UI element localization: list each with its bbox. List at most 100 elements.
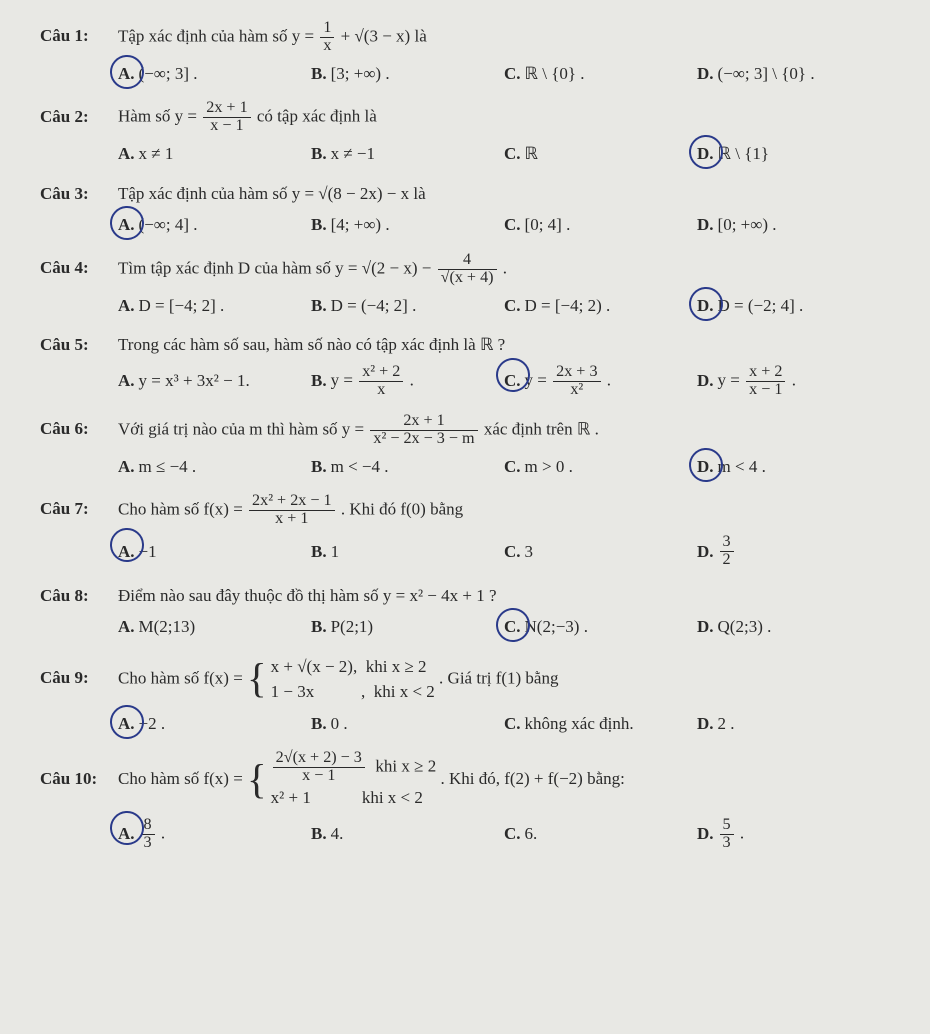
answer-option: A.D = [−4; 2] . [118, 293, 311, 319]
option-text: x ≠ 1 [139, 141, 174, 167]
option-letter: C. [504, 293, 521, 319]
answer-option: B.m < −4 . [311, 454, 504, 480]
option-letter: A. [118, 454, 135, 480]
answer-option: B.[4; +∞) . [311, 212, 504, 238]
option-letter: D. [697, 614, 714, 640]
answer-option: B.4. [311, 817, 504, 852]
option-letter: A. [118, 821, 135, 847]
option-text: không xác định. [525, 711, 634, 737]
answer-option: A.y = x³ + 3x² − 1. [118, 364, 311, 399]
option-text: Q(2;3) . [718, 614, 772, 640]
question-row: Câu 10:Cho hàm số f(x) = {2√(x + 2) − 3x… [40, 750, 890, 810]
answer-option: A.m ≤ −4 . [118, 454, 311, 480]
option-letter: A. [118, 141, 135, 167]
option-text: 0 . [331, 711, 348, 737]
answer-option: A.M(2;13) [118, 614, 311, 640]
option-letter: A. [118, 368, 135, 394]
answer-option: D.D = (−2; 4] . [697, 293, 890, 319]
option-letter: B. [311, 61, 327, 87]
question-text: Điểm nào sau đây thuộc đồ thị hàm số y =… [118, 583, 890, 609]
question-label: Câu 3: [40, 181, 118, 207]
option-letter: D. [697, 61, 714, 87]
answer-option: D.y = x + 2x − 1 . [697, 364, 890, 399]
answer-option: C.ℝ \ {0} . [504, 61, 697, 87]
option-letter: B. [311, 141, 327, 167]
answer-option: D.2 . [697, 711, 890, 737]
option-text: 32 [718, 534, 736, 569]
answer-option: C.ℝ [504, 141, 697, 167]
option-letter: D. [697, 368, 714, 394]
option-letter: A. [118, 711, 135, 737]
option-text: [0; +∞) . [718, 212, 777, 238]
option-letter: A. [118, 539, 135, 565]
question-label: Câu 6: [40, 416, 118, 442]
option-letter: C. [504, 368, 521, 394]
question-text: Hàm số y = 2x + 1x − 1 có tập xác định l… [118, 100, 890, 135]
option-text: D = (−4; 2] . [331, 293, 417, 319]
answer-option: D.(−∞; 3] \ {0} . [697, 61, 890, 87]
answer-options: A.−2 . B.0 . C.không xác định.D.2 . [118, 711, 890, 737]
option-text: y = x² + 2x . [331, 364, 414, 399]
answer-option: C.[0; 4] . [504, 212, 697, 238]
question-text: Tập xác định của hàm số y = √(8 − 2x) − … [118, 181, 890, 207]
answer-options: A.y = x³ + 3x² − 1.B.y = x² + 2x .C.y = … [118, 364, 890, 399]
option-text: m < 4 . [718, 454, 766, 480]
option-letter: C. [504, 821, 521, 847]
option-letter: B. [311, 614, 327, 640]
option-letter: B. [311, 293, 327, 319]
question-row: Câu 1:Tập xác định của hàm số y = 1x + √… [40, 20, 890, 55]
question-text: Trong các hàm số sau, hàm số nào có tập … [118, 332, 890, 358]
option-letter: C. [504, 141, 521, 167]
option-letter: C. [504, 454, 521, 480]
answer-options: A.(−∞; 4] .B.[4; +∞) .C.[0; 4] .D.[0; +∞… [118, 212, 890, 238]
option-text: (−∞; 3] . [139, 61, 198, 87]
option-letter: D. [697, 293, 714, 319]
option-text: m < −4 . [331, 454, 389, 480]
answer-option: D.m < 4 . [697, 454, 890, 480]
answer-option: B.y = x² + 2x . [311, 364, 504, 399]
question-label: Câu 1: [40, 23, 118, 49]
question-label: Câu 5: [40, 332, 118, 358]
answer-options: A.83 . B.4.C.6. D.53 . [118, 817, 890, 852]
option-text: 83 . [139, 817, 166, 852]
option-text: D = (−2; 4] . [718, 293, 804, 319]
option-letter: B. [311, 711, 327, 737]
option-text: 53 . [718, 817, 745, 852]
option-letter: B. [311, 454, 327, 480]
option-letter: D. [697, 212, 714, 238]
question-text: Tìm tập xác định D của hàm số y = √(2 − … [118, 252, 890, 287]
question-row: Câu 7:Cho hàm số f(x) = 2x² + 2x − 1x + … [40, 493, 890, 528]
option-letter: A. [118, 61, 135, 87]
answer-option: C.D = [−4; 2) . [504, 293, 697, 319]
option-text: [0; 4] . [525, 212, 571, 238]
answer-option: C.3 [504, 534, 697, 569]
option-text: D = [−4; 2) . [525, 293, 611, 319]
question-label: Câu 10: [40, 766, 118, 792]
answer-option: C.N(2;−3) . [504, 614, 697, 640]
option-text: y = x³ + 3x² − 1. [139, 368, 250, 394]
option-text: (−∞; 3] \ {0} . [718, 61, 815, 87]
option-text: (−∞; 4] . [139, 212, 198, 238]
answer-options: A.D = [−4; 2] .B.D = (−4; 2] .C.D = [−4;… [118, 293, 890, 319]
question-label: Câu 7: [40, 496, 118, 522]
question-row: Câu 4:Tìm tập xác định D của hàm số y = … [40, 252, 890, 287]
answer-option: C.không xác định. [504, 711, 697, 737]
answer-option: A.x ≠ 1 [118, 141, 311, 167]
option-text: y = x + 2x − 1 . [718, 364, 796, 399]
question-text: Tập xác định của hàm số y = 1x + √(3 − x… [118, 20, 890, 55]
option-text: −2 . [139, 711, 166, 737]
option-text: 6. [525, 821, 538, 847]
option-letter: C. [504, 614, 521, 640]
answer-options: A.(−∞; 3] . B.[3; +∞) . C.ℝ \ {0} .D.(−∞; … [118, 61, 890, 87]
option-text: m ≤ −4 . [139, 454, 197, 480]
option-text: [3; +∞) . [331, 61, 390, 87]
option-text: D = [−4; 2] . [139, 293, 225, 319]
option-letter: B. [311, 821, 327, 847]
option-letter: C. [504, 212, 521, 238]
option-text: ℝ [525, 141, 538, 167]
option-text: y = 2x + 3x² . [525, 364, 611, 399]
answer-option: A.−1 [118, 534, 311, 569]
answer-option: D.53 . [697, 817, 890, 852]
option-text: 3 [525, 539, 534, 565]
question-text: Cho hàm số f(x) = 2x² + 2x − 1x + 1 . Kh… [118, 493, 890, 528]
